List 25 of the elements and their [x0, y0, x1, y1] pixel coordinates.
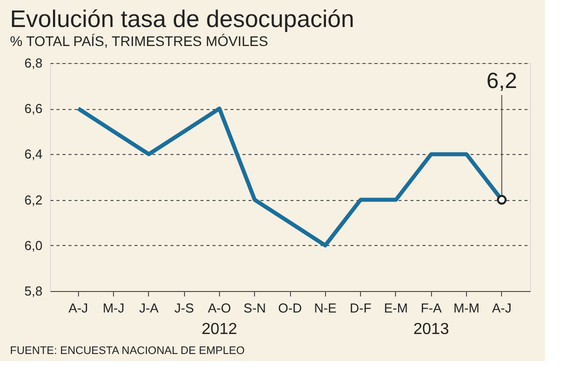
- x-tick-label: M-J: [102, 300, 124, 316]
- x-tick-label: M-M: [453, 300, 480, 316]
- y-tick-label: 6,6: [24, 101, 42, 116]
- x-tick-label: F-A: [420, 300, 442, 316]
- y-tick-label: 6,2: [24, 192, 42, 208]
- chart-subtitle: % TOTAL PAÍS, TRIMESTRES MÓVILES: [10, 33, 268, 49]
- source-note: FUENTE: ENCUESTA NACIONAL DE EMPLEO: [10, 345, 246, 357]
- x-tick-label: A-J: [68, 300, 88, 316]
- x-tick-label: D-F: [350, 300, 372, 316]
- x-tick-label: A-J: [492, 300, 512, 316]
- y-tick-label: 5,8: [24, 284, 42, 298]
- y-tick-label: 6,8: [24, 56, 42, 70]
- x-tick-label: A-O: [208, 300, 231, 316]
- x-tick-label: E-M: [384, 300, 408, 316]
- x-tick-label: J-S: [174, 300, 194, 316]
- x-tick-label: J-A: [139, 300, 159, 316]
- chart-title: Evolución tasa de desocupación: [10, 6, 354, 33]
- data-label: 6,2: [486, 68, 518, 93]
- text: 2012: [202, 321, 238, 338]
- y-tick-label: 6,4: [24, 146, 42, 162]
- y-tick-label: 6,0: [24, 238, 42, 253]
- x-tick-label: S-N: [244, 300, 266, 316]
- text: 2013: [413, 321, 450, 338]
- x-tick-label: N-E: [314, 300, 337, 316]
- x-tick-label: O-D: [278, 300, 302, 316]
